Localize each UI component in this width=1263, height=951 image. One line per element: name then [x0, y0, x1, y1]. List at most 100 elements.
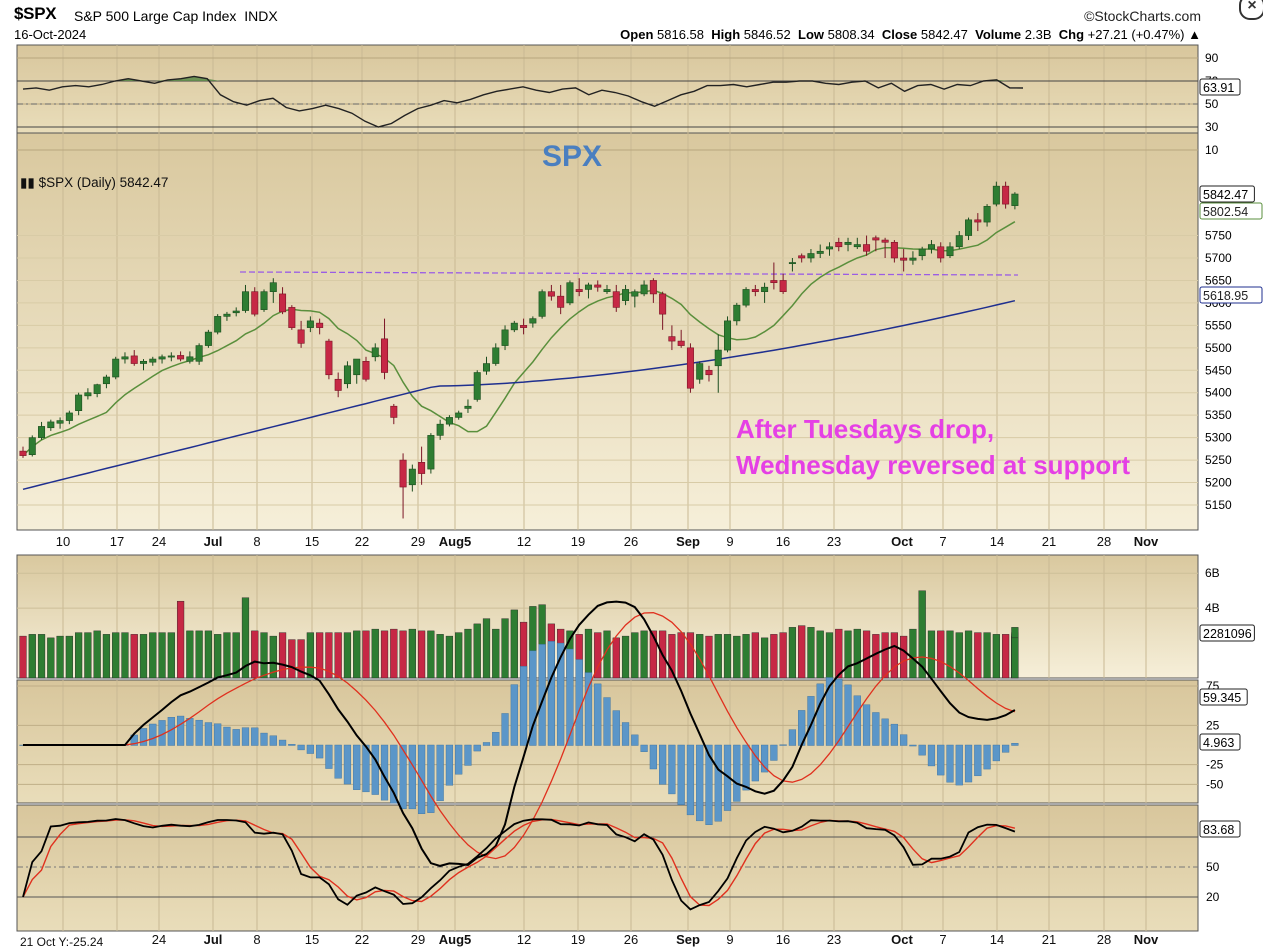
volume-bar — [594, 632, 602, 679]
macd-histogram-bar — [584, 672, 593, 746]
candle-body — [974, 219, 982, 223]
index-name-text: S&P 500 Large Cap Index — [74, 8, 237, 24]
spx-title: SPX — [542, 140, 602, 173]
volume-bar — [121, 632, 129, 679]
volume-bar — [918, 590, 926, 679]
candle-body — [260, 291, 268, 310]
price-tick-label: 5350 — [1205, 408, 1232, 422]
volume-bar — [742, 634, 750, 679]
candle-body — [362, 360, 370, 380]
macd-histogram-bar — [751, 744, 759, 782]
macd-histogram-bar — [742, 744, 750, 791]
candle-body — [538, 291, 546, 317]
macd-tick-label: 25 — [1206, 718, 1220, 732]
x-tick-label-bottom: Oct — [891, 932, 913, 947]
volume-bar — [482, 618, 491, 679]
macd-histogram-bar — [835, 678, 843, 746]
volume-bar — [955, 632, 963, 679]
candle-body — [918, 248, 926, 257]
macd-histogram-bar — [761, 744, 769, 773]
macd-histogram-bar — [937, 744, 945, 776]
candle-body — [371, 347, 379, 358]
macd-histogram-bar — [770, 744, 778, 761]
macd-hist-label: 4.963 — [1203, 736, 1234, 750]
candle-body — [881, 239, 889, 243]
candle-body — [724, 320, 732, 351]
x-tick-label: 8 — [253, 534, 260, 549]
rsi-tick-label: 50 — [1205, 97, 1219, 111]
macd-histogram-bar — [575, 659, 583, 746]
candle-body — [325, 340, 333, 376]
volume-bar — [992, 634, 1000, 679]
x-tick-label-bottom: 29 — [411, 932, 425, 947]
candle-body — [798, 255, 806, 259]
candle-body — [825, 246, 833, 250]
candle-body — [566, 282, 574, 304]
volume-bar — [473, 623, 481, 679]
candle-body — [900, 257, 908, 261]
macd-histogram-bar — [1011, 743, 1019, 746]
candle-body — [557, 295, 565, 308]
x-tick-label: Nov — [1134, 534, 1159, 549]
candle-body — [130, 355, 138, 364]
volume-bar — [779, 632, 787, 679]
macd-histogram-bar — [390, 744, 398, 804]
x-tick-label: Sep — [676, 534, 700, 549]
macd-histogram-bar — [853, 695, 861, 746]
sma-long-label: 5618.95 — [1203, 289, 1248, 303]
close-label: Close — [881, 27, 918, 42]
close-icon[interactable]: × — [1239, 0, 1263, 20]
volume-bar — [714, 634, 722, 679]
candle-body — [955, 235, 963, 248]
volume-bar — [186, 630, 194, 679]
x-tick-label: 14 — [990, 534, 1004, 549]
annotation-line-2: Wednesday reversed at support — [736, 450, 1130, 480]
x-tick-label: 28 — [1097, 534, 1111, 549]
volume-bar — [325, 632, 333, 679]
volume-bar — [269, 635, 277, 679]
candle-body — [640, 284, 648, 295]
candle-body — [705, 369, 713, 376]
volume-bar — [974, 632, 982, 679]
x-tick-label: 17 — [110, 534, 124, 549]
rsi-panel — [16, 44, 1199, 134]
x-tick-label-bottom: 23 — [827, 932, 841, 947]
macd-histogram-bar — [825, 677, 834, 746]
macd-histogram-bar — [343, 744, 352, 785]
x-tick-label: 16 — [776, 534, 790, 549]
volume-bar — [343, 632, 352, 679]
candle-body — [47, 421, 55, 429]
volume-bar — [807, 627, 815, 679]
candle-body — [19, 450, 27, 456]
volume-bar — [881, 632, 889, 679]
macd-histogram-bar — [186, 718, 194, 746]
macd-histogram-bar — [1002, 744, 1010, 753]
volume-bar — [862, 630, 871, 679]
macd-histogram-bar — [408, 744, 416, 810]
chg-value: +27.21 (+0.47%) — [1087, 27, 1185, 42]
candle-body — [733, 304, 741, 322]
volume-bar — [47, 637, 55, 679]
macd-histogram-bar — [974, 744, 982, 777]
candle-body — [241, 291, 249, 311]
macd-histogram-bar — [807, 696, 815, 746]
candle-body — [140, 360, 148, 364]
x-tick-label-bottom: 14 — [990, 932, 1004, 947]
candle-body — [149, 358, 157, 363]
candle-body — [1002, 185, 1010, 205]
volume-bar — [631, 632, 639, 679]
candle-body — [631, 291, 639, 297]
volume-bar — [288, 639, 296, 679]
volume-bar — [139, 634, 148, 679]
macd-histogram-bar — [399, 744, 407, 809]
candle-body — [84, 392, 92, 397]
macd-histogram-bar — [612, 710, 620, 746]
volume-bar — [853, 628, 861, 679]
candle-body — [677, 340, 685, 346]
candle-body — [835, 241, 843, 248]
candle-body — [445, 417, 453, 425]
volume-bar — [492, 628, 500, 679]
volume-bar — [770, 634, 778, 679]
macd-histogram-bar — [436, 744, 444, 802]
rsi-tick-label: 10 — [1205, 143, 1219, 157]
